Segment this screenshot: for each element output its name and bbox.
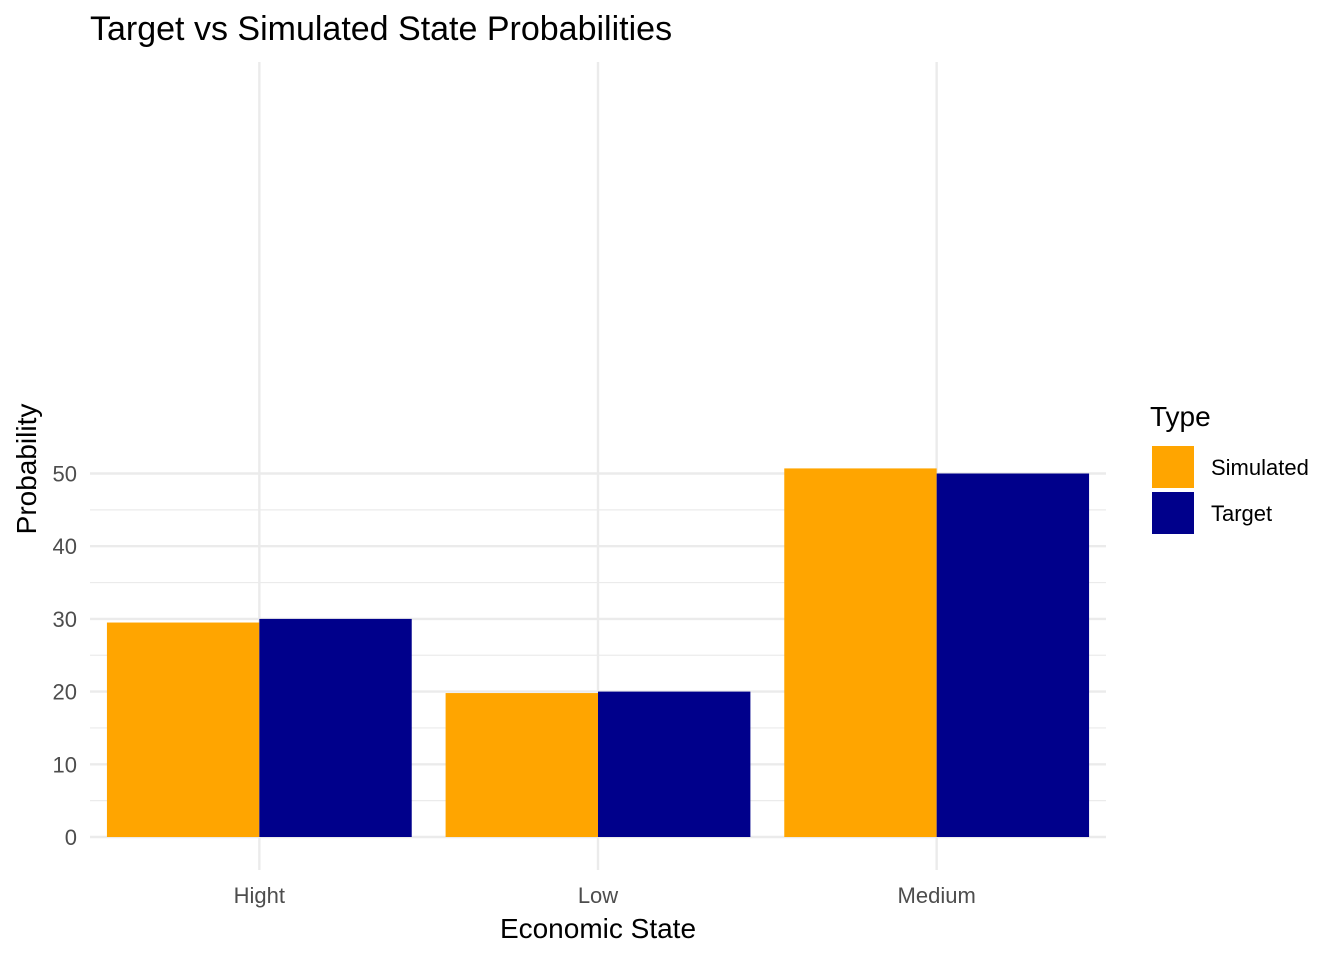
y-tick-label: 30 [53,607,77,632]
legend-label-simulated: Simulated [1211,455,1309,480]
bar-simulated-hight [106,622,260,837]
y-tick-label: 10 [53,752,77,777]
legend-label-target: Target [1211,501,1272,526]
y-axis-ticks: 0 10 20 30 40 50 [53,462,77,851]
legend: Type Simulated Target [1150,401,1309,534]
bar-target-medium [936,473,1090,837]
x-tick-label: Medium [898,883,976,908]
x-axis-title: Economic State [500,913,696,944]
legend-key-target [1152,492,1194,534]
bars [106,468,1090,837]
bar-target-hight [259,618,412,837]
chart-title: Target vs Simulated State Probabilities [90,10,672,48]
y-tick-label: 40 [53,534,77,559]
y-axis-title: Probability [11,404,42,535]
legend-title: Type [1150,401,1211,432]
legend-key-simulated [1152,446,1194,488]
y-tick-label: 50 [53,462,77,487]
x-axis-ticks: Hight Low Medium [234,883,976,908]
y-tick-label: 0 [65,825,77,850]
legend-items: Simulated Target [1152,446,1309,534]
bar-target-low [598,691,751,837]
bar-simulated-low [445,693,598,837]
bar-simulated-medium [784,468,937,837]
x-tick-label: Hight [234,883,285,908]
x-tick-label: Low [578,883,618,908]
y-tick-label: 20 [53,680,77,705]
